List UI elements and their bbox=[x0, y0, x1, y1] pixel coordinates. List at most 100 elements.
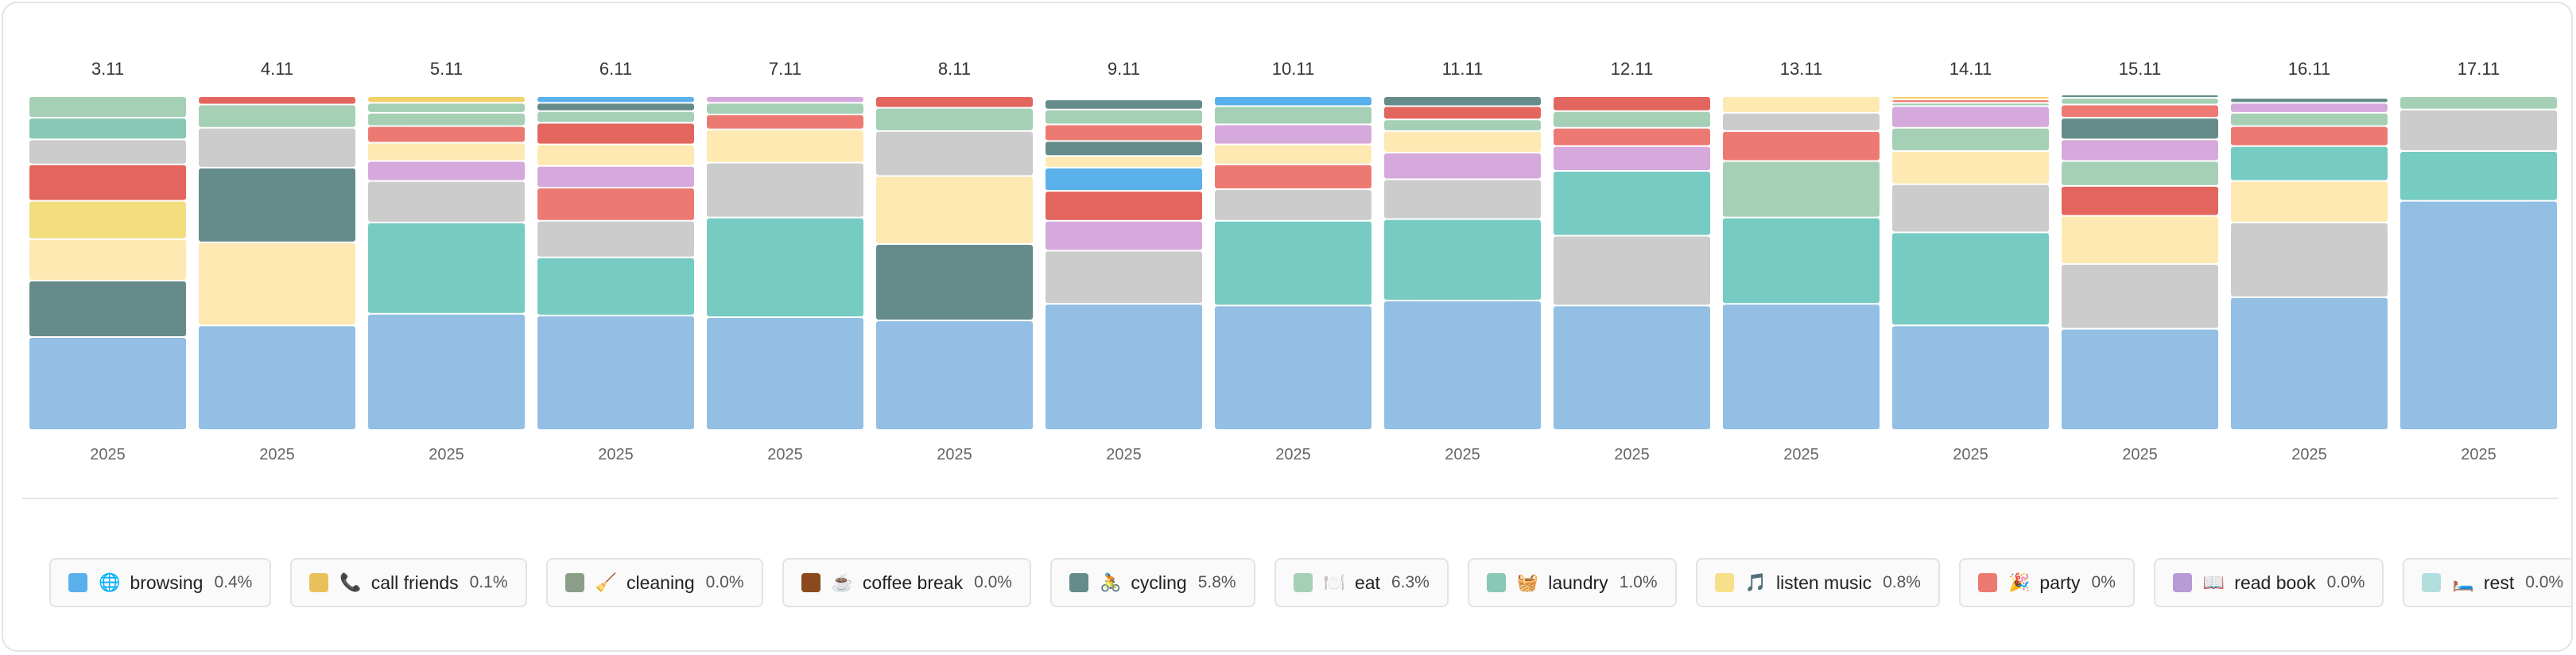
bar-segment[interactable] bbox=[1046, 192, 1202, 220]
bar-segment[interactable] bbox=[29, 140, 186, 164]
bar-segment[interactable] bbox=[1554, 146, 1710, 171]
legend-item-rest[interactable]: 🛏️ rest 0.0% bbox=[2403, 558, 2571, 607]
legend-item-coffee-break[interactable]: ☕ coffee break 0.0% bbox=[782, 558, 1031, 607]
bar-segment[interactable] bbox=[876, 176, 1033, 244]
bar-segment[interactable] bbox=[2400, 151, 2557, 200]
bar-stack[interactable] bbox=[368, 97, 525, 429]
bar-segment[interactable] bbox=[1384, 301, 1541, 429]
bar-segment[interactable] bbox=[368, 97, 525, 103]
bar-segment[interactable] bbox=[1215, 221, 1371, 305]
bar-segment[interactable] bbox=[1384, 153, 1541, 179]
bar-segment[interactable] bbox=[1554, 236, 1710, 305]
bar-stack[interactable] bbox=[707, 97, 863, 429]
bar-stack[interactable] bbox=[2400, 97, 2557, 430]
bar-segment[interactable] bbox=[29, 118, 186, 139]
bar-segment[interactable] bbox=[2062, 105, 2218, 118]
bar-segment[interactable] bbox=[1215, 165, 1371, 189]
bar-segment[interactable] bbox=[29, 201, 186, 238]
bar-segment[interactable] bbox=[1215, 125, 1371, 144]
bar-segment[interactable] bbox=[537, 221, 694, 257]
bar-segment[interactable] bbox=[368, 103, 525, 112]
bar-segment[interactable] bbox=[2062, 118, 2218, 139]
bar-segment[interactable] bbox=[1215, 107, 1371, 124]
bar-segment[interactable] bbox=[2062, 95, 2218, 98]
bar-segment[interactable] bbox=[1046, 221, 1202, 250]
bar-segment[interactable] bbox=[199, 168, 355, 242]
bar-segment[interactable] bbox=[1892, 233, 2049, 325]
bar-segment[interactable] bbox=[707, 103, 863, 114]
legend-item-cycling[interactable]: 🚴 cycling 5.8% bbox=[1049, 558, 1255, 607]
bar-segment[interactable] bbox=[876, 131, 1033, 176]
bar-segment[interactable] bbox=[29, 338, 186, 429]
bar-segment[interactable] bbox=[2062, 186, 2218, 215]
bar-segment[interactable] bbox=[707, 218, 863, 316]
bar-segment[interactable] bbox=[537, 103, 694, 110]
bar-stack[interactable] bbox=[537, 97, 694, 429]
bar-segment[interactable] bbox=[1046, 141, 1202, 156]
bar-segment[interactable] bbox=[1554, 97, 1710, 110]
bar-segment[interactable] bbox=[1723, 97, 1880, 112]
bar-segment[interactable] bbox=[537, 188, 694, 220]
bar-segment[interactable] bbox=[1892, 97, 2049, 99]
legend-item-call-friends[interactable]: 📞 call friends 0.1% bbox=[290, 558, 527, 607]
bar-segment[interactable] bbox=[2231, 126, 2388, 145]
bar-segment[interactable] bbox=[368, 113, 525, 126]
bar-segment[interactable] bbox=[707, 163, 863, 217]
bar-segment[interactable] bbox=[199, 326, 355, 429]
bar-segment[interactable] bbox=[1723, 304, 1880, 429]
bar-stack[interactable] bbox=[29, 97, 186, 429]
bar-segment[interactable] bbox=[537, 258, 694, 315]
bar-segment[interactable] bbox=[1046, 157, 1202, 167]
bar-segment[interactable] bbox=[1384, 107, 1541, 119]
bar-stack[interactable] bbox=[1046, 100, 1202, 429]
bar-segment[interactable] bbox=[876, 245, 1033, 320]
bar-segment[interactable] bbox=[707, 97, 863, 103]
bar-segment[interactable] bbox=[1554, 128, 1710, 145]
bar-segment[interactable] bbox=[199, 242, 355, 325]
bar-segment[interactable] bbox=[1384, 120, 1541, 130]
bar-segment[interactable] bbox=[2062, 265, 2218, 328]
bar-segment[interactable] bbox=[1046, 304, 1202, 429]
bar-segment[interactable] bbox=[1892, 100, 2049, 103]
bar-segment[interactable] bbox=[1046, 110, 1202, 124]
bar-segment[interactable] bbox=[1215, 145, 1371, 164]
bar-segment[interactable] bbox=[2400, 97, 2557, 109]
bar-segment[interactable] bbox=[29, 97, 186, 118]
bar-stack[interactable] bbox=[199, 97, 355, 429]
bar-segment[interactable] bbox=[1554, 306, 1710, 429]
bar-stack[interactable] bbox=[1554, 97, 1710, 429]
bar-segment[interactable] bbox=[537, 145, 694, 165]
bar-segment[interactable] bbox=[2062, 140, 2218, 161]
bar-stack[interactable] bbox=[2062, 95, 2218, 429]
bar-segment[interactable] bbox=[2231, 103, 2388, 112]
bar-segment[interactable] bbox=[1384, 180, 1541, 219]
bar-segment[interactable] bbox=[707, 130, 863, 162]
bar-segment[interactable] bbox=[368, 143, 525, 161]
bar-segment[interactable] bbox=[1723, 218, 1880, 304]
bar-segment[interactable] bbox=[368, 223, 525, 313]
bar-segment[interactable] bbox=[199, 128, 355, 167]
bar-segment[interactable] bbox=[537, 123, 694, 144]
bar-segment[interactable] bbox=[199, 105, 355, 127]
bar-segment[interactable] bbox=[2231, 223, 2388, 296]
legend-item-listen-music[interactable]: 🎵 listen music 0.8% bbox=[1695, 558, 1940, 607]
bar-segment[interactable] bbox=[537, 166, 694, 187]
bar-segment[interactable] bbox=[368, 126, 525, 142]
bar-segment[interactable] bbox=[1892, 128, 2049, 150]
bar-segment[interactable] bbox=[2062, 216, 2218, 264]
bar-segment[interactable] bbox=[1384, 131, 1541, 153]
bar-segment[interactable] bbox=[368, 314, 525, 429]
bar-segment[interactable] bbox=[2062, 329, 2218, 429]
bar-segment[interactable] bbox=[1554, 172, 1710, 235]
bar-segment[interactable] bbox=[1892, 103, 2049, 106]
bar-stack[interactable] bbox=[876, 97, 1033, 429]
bar-stack[interactable] bbox=[1723, 97, 1880, 429]
legend-item-browsing[interactable]: 🌐 browsing 0.4% bbox=[49, 558, 272, 607]
bar-segment[interactable] bbox=[1723, 131, 1880, 161]
bar-segment[interactable] bbox=[876, 97, 1033, 107]
bar-segment[interactable] bbox=[1892, 151, 2049, 184]
bar-segment[interactable] bbox=[1723, 161, 1880, 217]
bar-segment[interactable] bbox=[1892, 184, 2049, 232]
bar-segment[interactable] bbox=[2231, 113, 2388, 126]
legend-item-party[interactable]: 🎉 party 0% bbox=[1958, 558, 2135, 607]
